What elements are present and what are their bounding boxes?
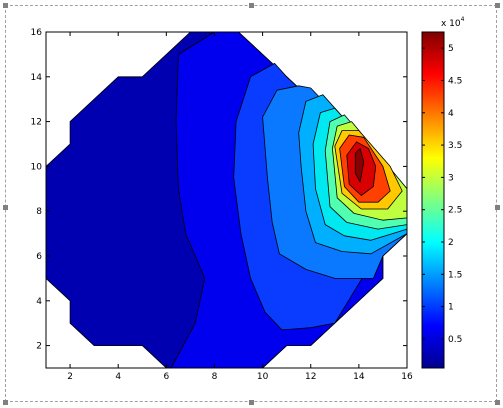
resize-handle-bottom-center[interactable]	[249, 400, 254, 405]
y-tick-label: 8	[36, 207, 42, 217]
resize-handle-bottom-right[interactable]	[495, 400, 500, 405]
colorbar-ticks: 0.5 1 1.5 2 2.5 3 3.5 4 4.5 5	[422, 44, 462, 345]
contour-fill-layer	[45, 31, 408, 369]
resize-handle-bottom-left[interactable]	[3, 400, 8, 405]
colorbar-tick-label: 2	[448, 238, 454, 248]
y-tick-label: 6	[36, 252, 42, 262]
resize-handle-middle-right[interactable]	[495, 205, 500, 210]
y-tick-label: 16	[31, 28, 43, 38]
colorbar-tick-label: 1.5	[448, 270, 462, 280]
resize-handle-top-left[interactable]	[3, 3, 8, 8]
x-axis: 2 4 6 8 10 12 14 16	[67, 32, 413, 382]
resize-handle-middle-left[interactable]	[3, 205, 8, 210]
colorbar-tick-label: 5	[448, 44, 454, 54]
plot-axes-box	[45, 31, 408, 369]
y-tick-label: 14	[31, 73, 43, 83]
colorbar-tick-label: 3.5	[448, 141, 462, 151]
x-tick-label: 12	[305, 372, 316, 382]
colorbar-tick-label: 4.5	[448, 76, 462, 86]
resize-handle-top-right[interactable]	[495, 3, 500, 8]
colorbar-tick-label: 3	[448, 173, 454, 183]
colorbar-tick-label: 0.5	[448, 335, 462, 345]
x-tick-label: 2	[67, 372, 73, 382]
x-tick-label: 16	[401, 372, 413, 382]
x-tick-label: 14	[353, 372, 365, 382]
x-tick-label: 10	[257, 372, 269, 382]
colorbar-tick-label: 2.5	[448, 206, 462, 216]
resize-handle-top-center[interactable]	[249, 3, 254, 8]
y-axis: 2 4 6 8 10 12 14 16	[31, 28, 407, 352]
colorbar-tick-label: 1	[448, 303, 454, 313]
x-tick-label: 4	[115, 372, 121, 382]
colorbar	[421, 31, 445, 369]
y-tick-label: 10	[31, 162, 43, 172]
x-tick-label: 6	[163, 372, 169, 382]
y-tick-label: 12	[31, 118, 42, 128]
y-tick-label: 2	[36, 342, 42, 352]
y-tick-label: 4	[36, 297, 42, 307]
colorbar-multiplier: x 104	[441, 16, 465, 29]
x-tick-label: 8	[212, 372, 218, 382]
colorbar-tick-label: 4	[448, 109, 454, 119]
contour-level-12	[354, 148, 365, 183]
